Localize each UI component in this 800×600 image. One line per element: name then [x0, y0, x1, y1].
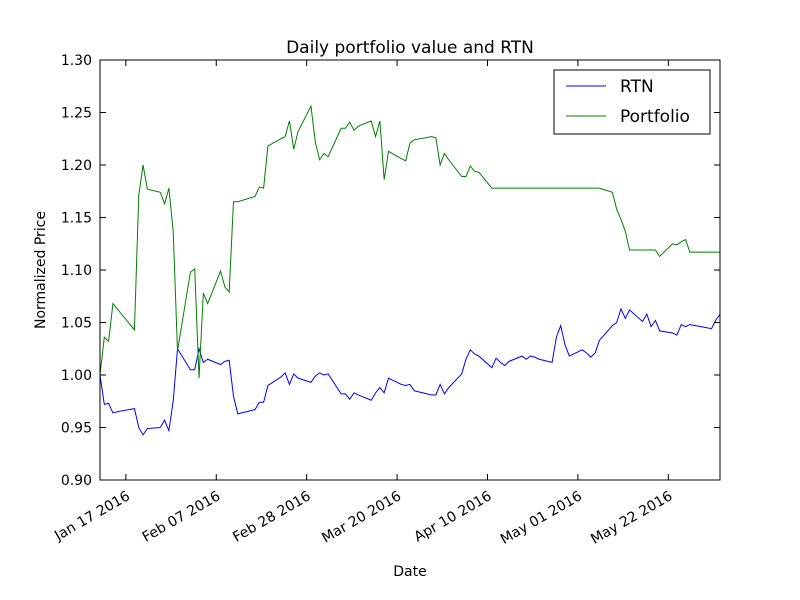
x-tick-label: May 22 2016 — [588, 488, 675, 548]
series-line-portfolio — [99, 104, 720, 379]
y-tick-label: 1.10 — [61, 263, 92, 279]
y-tick-label: 0.90 — [61, 473, 92, 489]
legend-label-portfolio: Portfolio — [620, 107, 690, 127]
x-axis-label: Date — [393, 564, 426, 580]
x-tick-label: Jan 17 2016 — [51, 488, 133, 544]
chart-title: Daily portfolio value and RTN — [286, 38, 534, 58]
y-axis-label: Normalized Price — [33, 211, 49, 329]
y-tick-label: 1.30 — [61, 53, 92, 69]
x-tick-label: Feb 28 2016 — [230, 488, 314, 545]
x-tick-label: Feb 07 2016 — [140, 488, 224, 545]
y-tick-label: 1.00 — [61, 368, 92, 384]
x-tick-label: May 01 2016 — [498, 488, 585, 548]
x-tick-label: Mar 20 2016 — [319, 488, 404, 546]
y-tick-label: 1.25 — [61, 106, 92, 122]
series-line-rtn — [99, 307, 721, 436]
y-tick-label: 0.95 — [61, 421, 92, 437]
legend: RTN Portfolio — [553, 69, 711, 135]
y-tick-label: 1.05 — [61, 316, 92, 332]
legend-box — [553, 69, 711, 135]
x-tick-label: Apr 10 2016 — [412, 488, 495, 545]
legend-label-rtn: RTN — [620, 77, 654, 97]
y-tick-label: 1.20 — [61, 158, 92, 174]
y-tick-label: 1.15 — [61, 211, 92, 227]
y-axis: 0.90 0.95 1.00 1.05 1.10 1.15 1.20 1.25 1.30 — [61, 53, 720, 489]
plot-series — [99, 104, 721, 436]
